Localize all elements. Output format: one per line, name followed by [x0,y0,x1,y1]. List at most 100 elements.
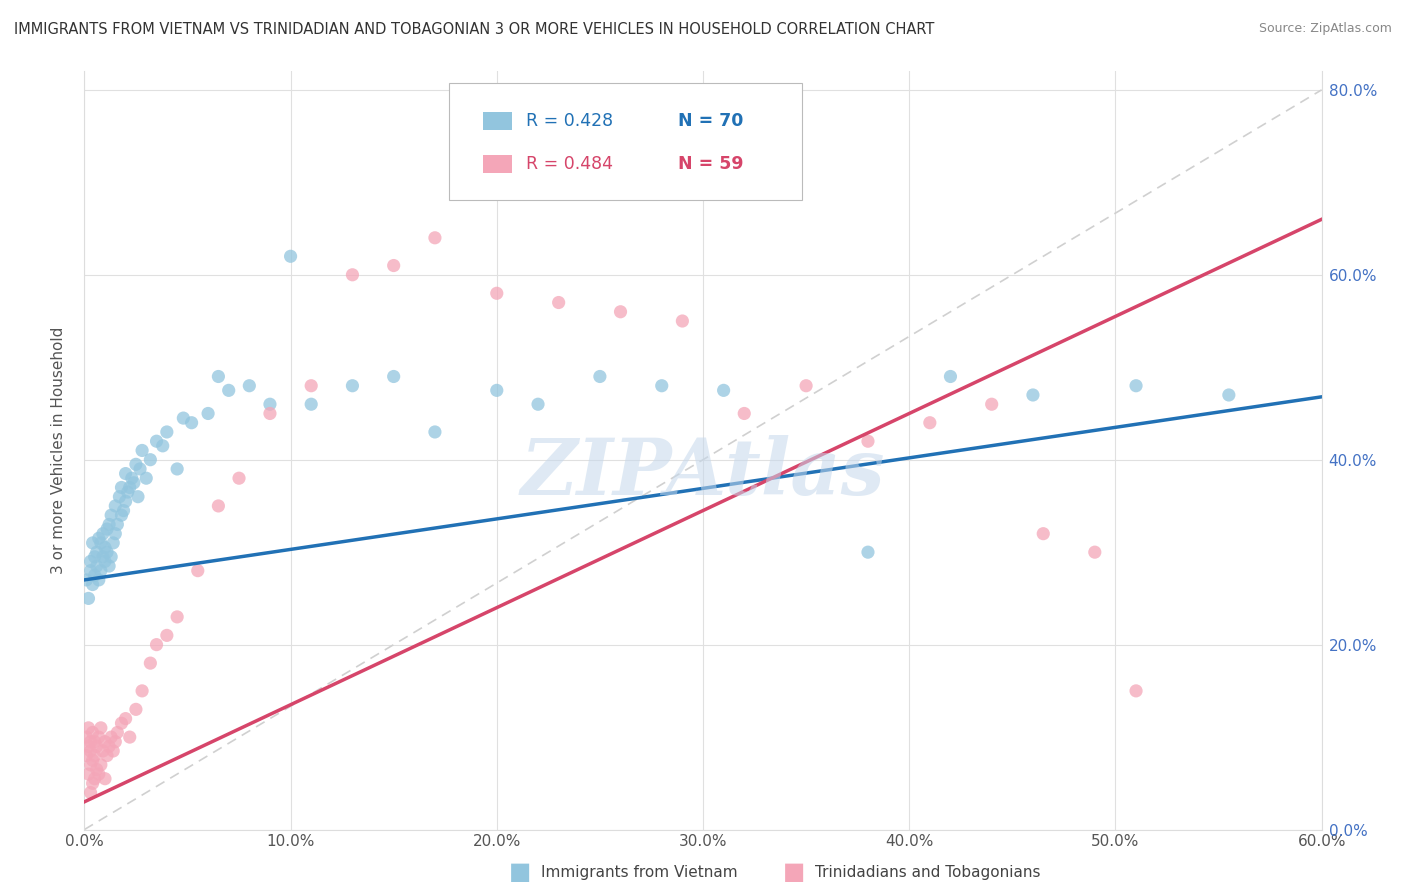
Point [1218,388,1240,402]
Point [197,407,219,421]
Point [100,549,122,564]
Point [671,314,693,328]
Point [87,767,110,781]
Point [1022,388,1045,402]
Point [87,730,110,744]
Point [87,531,110,545]
Text: Source: ZipAtlas.com: Source: ZipAtlas.com [1258,22,1392,36]
Point [228,471,250,485]
Point [1032,526,1054,541]
Point [82,536,104,550]
Point [110,508,132,523]
Point [110,716,132,731]
Point [91,549,114,564]
Text: R = 0.484: R = 0.484 [526,155,613,173]
Point [104,735,127,749]
Point [96,522,118,536]
FancyBboxPatch shape [450,83,801,201]
FancyBboxPatch shape [482,112,512,130]
Point [939,369,962,384]
Point [125,702,148,716]
Point [299,378,322,392]
Point [82,577,104,591]
Point [90,536,112,550]
Point [280,249,302,263]
Point [259,407,281,421]
Text: Trinidadians and Tobagonians: Trinidadians and Tobagonians [815,865,1040,880]
Point [125,458,148,472]
Point [609,305,631,319]
Point [1125,684,1147,698]
Text: N = 59: N = 59 [678,155,744,173]
Point [79,564,101,578]
Point [96,748,118,763]
Point [82,725,104,739]
Point [110,480,132,494]
Point [299,397,322,411]
Point [382,259,405,273]
Point [1084,545,1107,559]
Point [156,628,179,642]
Point [122,475,145,490]
Point [152,439,174,453]
Point [90,564,112,578]
Point [485,286,508,301]
Point [121,471,143,485]
Text: ■: ■ [509,861,531,884]
Point [733,407,755,421]
Point [100,508,122,523]
Point [79,786,101,800]
Point [79,735,101,749]
Point [104,526,127,541]
Point [1125,378,1147,392]
Point [259,397,281,411]
Point [79,744,101,758]
Point [98,559,121,574]
Point [651,378,673,392]
Point [172,411,194,425]
Point [180,416,202,430]
Point [96,545,118,559]
Y-axis label: 3 or more Vehicles in Household: 3 or more Vehicles in Household [51,326,66,574]
Point [527,397,550,411]
Point [342,378,364,392]
Point [86,545,108,559]
Point [118,730,141,744]
Point [131,684,153,698]
Point [104,499,127,513]
Point [114,494,136,508]
Point [112,503,135,517]
Point [94,541,117,555]
Point [90,721,112,735]
Point [794,378,817,392]
Point [856,545,879,559]
Point [103,536,125,550]
Point [86,559,108,574]
Point [86,739,108,754]
Point [91,526,114,541]
Point [218,384,240,398]
Point [118,480,141,494]
Point [77,767,100,781]
Point [980,397,1002,411]
Point [114,712,136,726]
Point [103,744,125,758]
Point [79,757,101,772]
Text: N = 70: N = 70 [678,112,744,130]
Point [82,776,104,790]
Point [87,573,110,587]
Point [83,568,105,582]
Point [86,763,108,777]
Point [75,730,97,744]
FancyBboxPatch shape [482,155,512,173]
Point [75,573,97,587]
Point [114,467,136,481]
Point [207,369,229,384]
Point [83,748,105,763]
Point [117,485,139,500]
Point [187,564,209,578]
Point [918,416,941,430]
Point [156,425,179,439]
Point [98,517,121,532]
Text: Immigrants from Vietnam: Immigrants from Vietnam [541,865,738,880]
